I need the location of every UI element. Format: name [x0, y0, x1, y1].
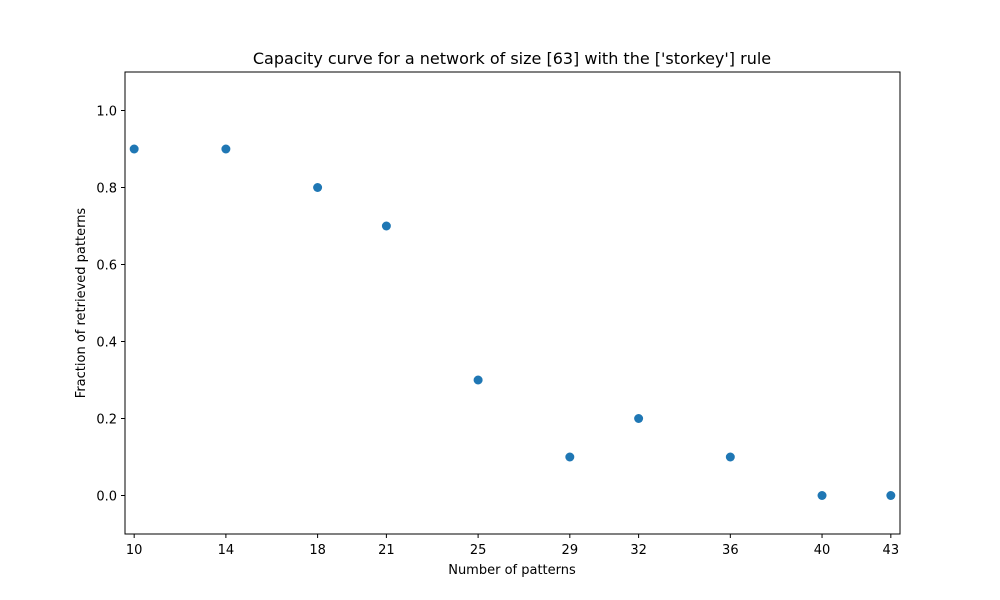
data-point	[634, 414, 644, 423]
y-tick-label: 0.8	[96, 182, 117, 197]
x-tick-label: 10	[126, 543, 143, 558]
data-point	[725, 452, 735, 462]
x-tick-label: 25	[470, 543, 487, 558]
x-tick-label: 29	[562, 543, 579, 558]
x-tick-label: 18	[309, 543, 326, 558]
plot-frame	[124, 71, 901, 535]
x-tick-label: 32	[630, 543, 647, 558]
x-tick-label: 14	[218, 543, 235, 558]
data-point	[886, 491, 896, 500]
data-point	[381, 221, 391, 231]
x-tick-label: 36	[722, 543, 739, 558]
y-tick-label: 0.0	[96, 490, 117, 505]
x-tick-label: 43	[883, 543, 900, 558]
chart-title: Capacity curve for a network of size [63…	[253, 49, 771, 68]
data-point	[313, 183, 323, 192]
data-point	[129, 144, 139, 154]
x-axis-ticks: 10 14 18 21 25 29 32 36 40 43	[126, 534, 899, 558]
data-point	[565, 452, 575, 462]
y-axis-ticks: 0.0 0.2 0.4 0.6 0.8 1.0	[96, 105, 125, 505]
y-tick-label: 0.2	[96, 413, 117, 428]
data-point	[473, 375, 483, 385]
x-axis-label: Number of patterns	[448, 563, 576, 578]
y-tick-label: 0.6	[96, 259, 117, 274]
y-tick-label: 1.0	[96, 105, 117, 120]
data-point	[221, 144, 231, 154]
y-tick-label: 0.4	[96, 336, 117, 351]
y-axis-label: Fraction of retrieved patterns	[74, 208, 89, 399]
data-points	[129, 144, 896, 500]
x-tick-label: 21	[378, 543, 395, 558]
data-point	[817, 491, 827, 500]
x-tick-label: 40	[814, 543, 831, 558]
